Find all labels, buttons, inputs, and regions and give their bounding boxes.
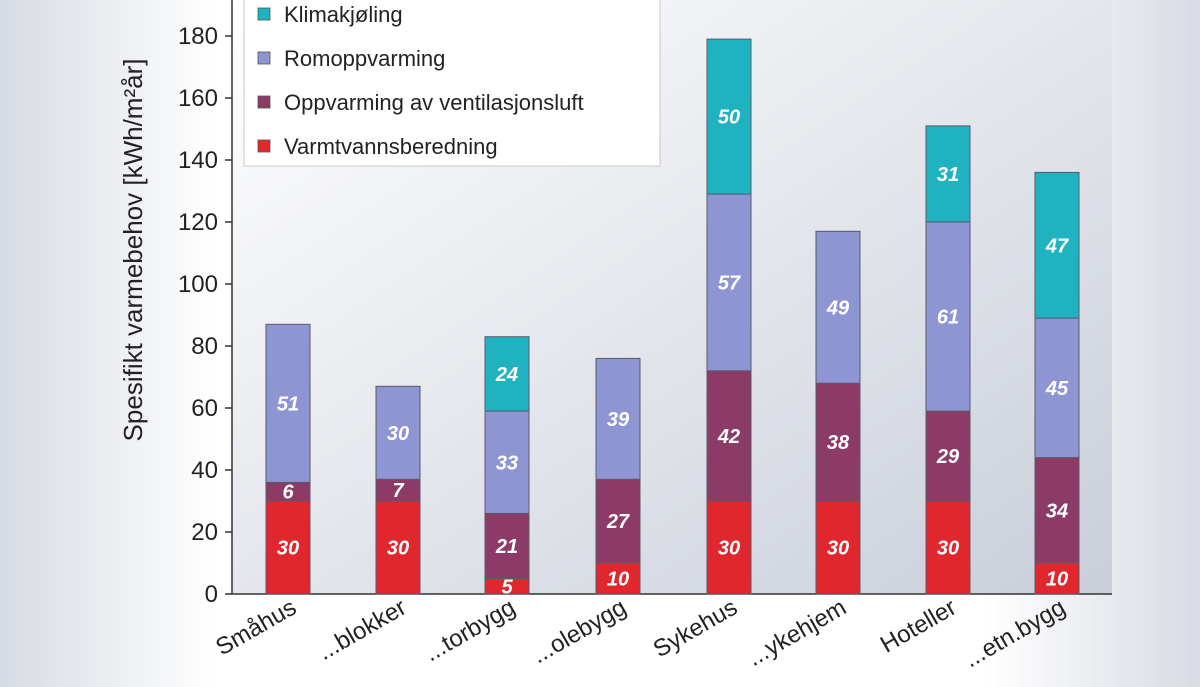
bar-segment [706,193,752,372]
bar-value-label: 30 [937,538,959,560]
y-tick-label: 40 [191,457,218,484]
y-tick-label: 120 [178,209,218,236]
bar-value-label: 5 [501,576,513,598]
bar-value-label: 30 [387,538,409,560]
bar-segment [375,385,421,480]
bar-segment [815,500,861,595]
bar-segment [265,500,311,595]
y-tick-label: 20 [191,519,218,546]
bar-segment [265,323,311,483]
legend-swatch [257,51,271,65]
bar-value-label: 21 [495,536,518,558]
legend-swatch [257,95,271,109]
y-tick-label: 60 [191,395,218,422]
bar-segment [925,125,971,223]
bar-segment [706,38,752,195]
legend-label: Romoppvarming [284,46,445,71]
bar-value-label: 51 [277,393,299,415]
bar-segment [925,500,971,595]
bar-value-label: 49 [826,297,850,319]
bar-value-label: 30 [827,538,849,560]
bar-value-label: 27 [606,511,630,533]
bar-segment [595,562,641,595]
bar-segment [1034,457,1080,564]
bar-segment [595,357,641,480]
x-tick-label: Småhus [211,594,301,661]
legend-label: Oppvarming av ventilasjonsluft [284,90,584,115]
legend-swatch [257,139,271,153]
legend-box [243,0,661,167]
bar-segment [1034,171,1080,319]
bar-value-label: 30 [387,423,409,445]
y-tick-label: 0 [205,581,218,608]
x-tick-label: ...torbygg [420,594,520,667]
bar-value-label: 33 [496,452,518,474]
bar-value-label: 29 [936,446,960,468]
y-tick-label: 180 [178,23,218,50]
x-tick-label: Sykehus [649,594,742,663]
y-tick-label: 80 [191,333,218,360]
bar-value-label: 7 [392,480,404,502]
y-tick-label: 160 [178,85,218,112]
bar-value-label: 42 [717,426,740,448]
x-tick-label: Hoteller [876,594,961,659]
legend-swatch [257,7,271,21]
legend-label: Klimakjøling [284,2,403,27]
y-axis: 0 20 40 60 80 100 120 140 160 180 [178,0,1112,608]
bar-value-label: 30 [718,538,740,560]
bar-value-label: 6 [282,482,294,504]
bar-value-label: 47 [1045,235,1069,257]
bar-segment [925,410,971,502]
x-axis: Småhus ...blokker ...torbygg ...olebygg Syke… [211,594,1070,673]
x-tick-label: ...ykehjem [743,594,851,672]
y-tick-label: 100 [178,271,218,298]
bar-value-label: 57 [718,272,741,294]
bar-value-label: 45 [1045,378,1069,400]
y-tick-label: 140 [178,147,218,174]
legend: Klimakjøling Romoppvarming Oppvarming av v… [243,0,661,167]
bar-value-label: 34 [1046,500,1068,522]
x-tick-label: ...olebygg [527,594,631,669]
legend-label: Varmtvannsberedning [284,134,498,159]
bar-value-label: 30 [277,538,299,560]
bar-segment [706,500,752,595]
x-tick-label: ...etn.bygg [959,594,1070,673]
bar-segment [484,410,530,514]
bar-value-label: 39 [607,409,630,431]
bar-segment [706,370,752,502]
bar-segment [815,382,861,502]
bar-value-label: 24 [495,364,518,386]
y-axis-label: Spesifikt varmebehov [kWh/m²år] [118,59,148,442]
bar-segment [815,230,861,384]
bar-value-label: 61 [937,307,959,329]
bar-value-label: 31 [937,164,959,186]
bar-value-label: 10 [1046,569,1068,591]
bar-segment [484,512,530,580]
bar-segment [484,336,530,412]
bar-value-label: 38 [827,432,850,454]
bar-value-label: 10 [607,569,629,591]
bars: 30 6 51 30 7 30 5 21 33 24 10 27 39 30 42 57 50 30 38 49 30 2… [265,38,1080,598]
x-tick-label: ...blokker [313,594,411,666]
bar-value-label: 50 [718,107,740,129]
